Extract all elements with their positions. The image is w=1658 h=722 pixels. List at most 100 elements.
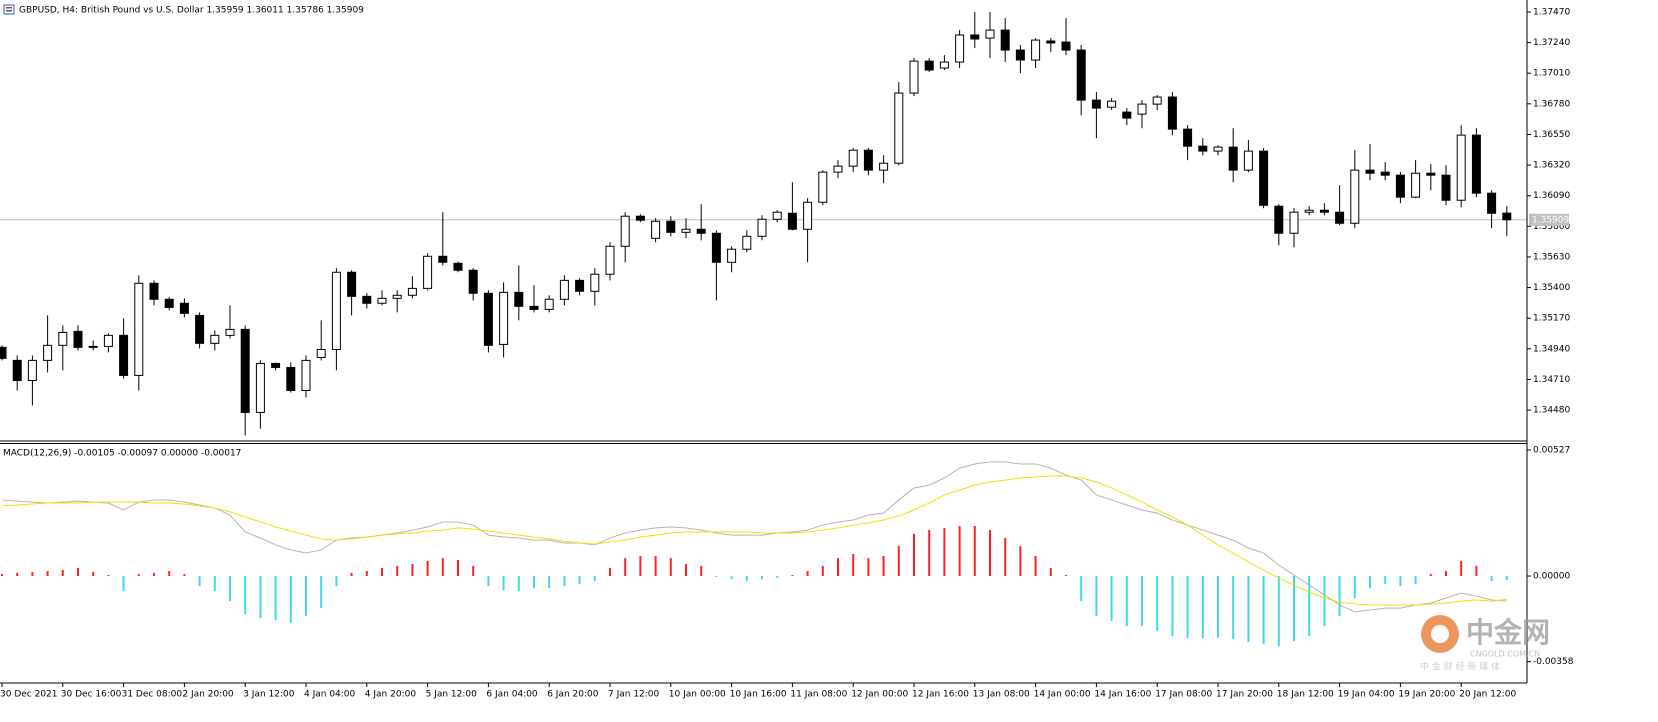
candle-body — [1335, 211, 1345, 224]
candle-body — [331, 271, 341, 350]
candle-body — [362, 295, 372, 304]
histogram-bar — [1277, 576, 1280, 647]
histogram-bar — [745, 576, 748, 582]
candle-body — [1015, 49, 1025, 61]
candle-body — [818, 171, 828, 203]
histogram-bar — [244, 576, 247, 615]
watermark-site: CNGOLD.COM.CN — [1470, 650, 1540, 659]
histogram-bar — [77, 568, 79, 577]
x-tick-label: 14 Jan 00:00 — [1034, 690, 1091, 700]
candle-body — [1000, 29, 1010, 51]
histogram-bar — [350, 572, 353, 577]
candle-body — [575, 279, 585, 292]
histogram-bar — [563, 576, 566, 587]
histogram-bar — [16, 572, 19, 577]
candle-body — [255, 362, 265, 413]
watermark: 中金网 CNGOLD.COM.CN 中 金 财 经 新 媒 体 — [1420, 615, 1550, 673]
y-tick-label: 1.35400 — [1533, 283, 1570, 293]
x-tick-label: 17 Jan 20:00 — [1216, 690, 1273, 700]
candle-body — [711, 232, 721, 263]
histogram-bar — [685, 564, 687, 577]
histogram-bar — [669, 558, 672, 577]
histogram-bar — [654, 555, 657, 577]
candle-body — [529, 305, 539, 310]
histogram-bar — [335, 576, 338, 587]
histogram-bar — [1293, 576, 1295, 642]
histogram-bar — [973, 526, 976, 577]
chart-title: GBPUSD, H4: British Pound vs U.S. Dollar… — [19, 6, 364, 16]
candle-body — [1198, 145, 1208, 152]
candle-body — [1395, 174, 1405, 198]
x-tick-label: 30 Dec 2021 — [0, 690, 58, 700]
candle-body — [1228, 146, 1238, 171]
histogram-bar — [806, 570, 809, 577]
candle-body — [423, 255, 433, 289]
y-tick-label: 1.34710 — [1533, 375, 1570, 385]
y-tick-label: 1.35170 — [1533, 314, 1570, 324]
candle-body — [1167, 96, 1177, 130]
histogram-bar — [1, 574, 3, 577]
histogram-bar — [821, 565, 824, 577]
histogram-bar — [700, 565, 703, 577]
x-tick-label: 20 Jan 12:00 — [1459, 690, 1516, 700]
histogram-bar — [1490, 576, 1493, 582]
candle-body — [347, 271, 357, 297]
candle-body — [1152, 96, 1162, 105]
x-tick-label: 19 Jan 04:00 — [1338, 690, 1395, 700]
candle-body — [1107, 100, 1117, 108]
candle-body — [1441, 174, 1451, 201]
histogram-bar — [381, 568, 383, 577]
indicator-title: MACD(12,26,9) -0.00105 -0.00097 0.00000 … — [3, 449, 241, 459]
x-tick-label: 18 Jan 12:00 — [1277, 690, 1334, 700]
histogram-bar — [289, 576, 292, 623]
candle-body — [119, 334, 129, 376]
y-tick-label: 1.35630 — [1533, 252, 1570, 262]
candle-body — [88, 345, 98, 348]
histogram-bar — [1429, 574, 1432, 577]
x-tick-label: 10 Jan 00:00 — [669, 690, 726, 700]
candle-body — [894, 92, 904, 164]
candle-body — [1061, 41, 1071, 51]
candle-body — [1411, 172, 1421, 198]
y-tick-label: 1.37470 — [1533, 7, 1570, 17]
watermark-brand: 中金网 — [1466, 616, 1550, 649]
x-tick-label: 3 Jan 12:00 — [243, 690, 295, 700]
histogram-bar — [137, 574, 140, 577]
histogram-bar — [1110, 576, 1113, 621]
histogram-bar — [487, 576, 490, 587]
histogram-bar — [1141, 576, 1143, 627]
histogram-bar — [1475, 565, 1478, 577]
candle-body — [240, 328, 250, 413]
histogram-bar — [457, 559, 459, 577]
histogram-bar — [1156, 576, 1159, 632]
candle-body — [787, 212, 797, 230]
candle-body — [1137, 103, 1147, 115]
histogram-bar — [533, 576, 535, 588]
histogram-bar — [153, 572, 155, 577]
histogram-bar — [958, 526, 961, 577]
candle-body — [1183, 128, 1193, 147]
histogram-bar — [61, 570, 64, 577]
candle-body — [514, 291, 524, 307]
y-tick-label: 1.37240 — [1533, 38, 1570, 48]
histogram-bar — [730, 576, 733, 580]
histogram-bar — [1171, 576, 1174, 637]
histogram-bar — [882, 555, 885, 577]
histogram-bar — [1217, 576, 1219, 638]
histogram-bar — [837, 558, 839, 577]
y-tick-label: 1.36550 — [1533, 130, 1570, 140]
candle-body — [757, 218, 767, 237]
candle-body — [1122, 111, 1132, 119]
histogram-bar — [1004, 537, 1007, 577]
x-tick-label: 30 Dec 16:00 — [61, 690, 122, 700]
y-tick-label: 1.34480 — [1533, 406, 1570, 416]
candle-body — [407, 287, 417, 296]
histogram-bar — [1019, 546, 1022, 577]
candle-body — [879, 162, 889, 171]
candle-body — [453, 262, 463, 271]
histogram-bar — [198, 576, 201, 587]
candle-body — [666, 220, 676, 233]
candle-body — [727, 248, 737, 263]
candle-body — [271, 362, 281, 368]
